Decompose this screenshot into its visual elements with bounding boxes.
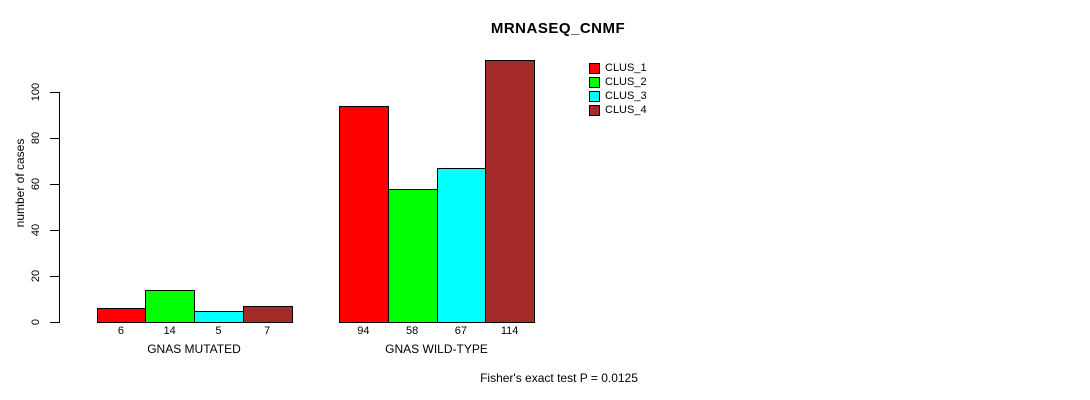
bar-value-label: 5: [215, 325, 222, 337]
legend-label: CLUS_3: [605, 90, 647, 102]
bar-value-label: 94: [357, 325, 370, 337]
y-axis-label: number of cases: [13, 138, 27, 228]
bar-value-label: 6: [117, 325, 124, 337]
y-axis-line: [58, 92, 60, 323]
x-group-label: GNAS WILD-TYPE: [385, 342, 488, 356]
x-group-label: GNAS MUTATED: [147, 342, 241, 356]
bar-value-label: 58: [406, 325, 419, 337]
bar-clus_4-group1: [242, 305, 293, 323]
bar-clus_1-group1: [96, 308, 147, 323]
y-tick-label: 40: [30, 223, 42, 237]
legend-item-clus_1: CLUS_1: [589, 63, 647, 74]
legend: CLUS_1 CLUS_2 CLUS_3 CLUS_4: [589, 63, 647, 119]
legend-label: CLUS_2: [605, 76, 647, 88]
y-tick-mark: [49, 230, 59, 231]
legend-item-clus_2: CLUS_2: [589, 77, 647, 88]
legend-label: CLUS_4: [605, 104, 647, 116]
legend-item-clus_3: CLUS_3: [589, 91, 647, 102]
bar-clus_2-group1: [145, 289, 195, 323]
bar-value-label: 67: [454, 325, 467, 337]
bar-value-label: 114: [500, 325, 519, 337]
chart-title: MRNASEQ_CNMF: [490, 20, 626, 37]
legend-swatch-clus_3: [589, 91, 600, 102]
y-tick-label: 0: [30, 318, 42, 326]
y-tick-mark: [49, 322, 59, 323]
bar-clus_3-group2: [436, 167, 487, 323]
legend-swatch-clus_4: [589, 105, 600, 116]
y-tick-mark: [49, 92, 59, 93]
y-tick-mark: [49, 276, 59, 277]
y-tick-label: 100: [30, 82, 42, 102]
bar-value-label: 7: [264, 325, 271, 337]
bar-clus_2-group2: [387, 188, 438, 323]
legend-item-clus_4: CLUS_4: [589, 105, 647, 116]
bar-clus_1-group2: [339, 105, 389, 323]
legend-swatch-clus_1: [589, 63, 600, 74]
y-tick-mark: [49, 138, 59, 139]
legend-swatch-clus_2: [589, 77, 600, 88]
y-tick-mark: [49, 184, 59, 185]
y-tick-label: 60: [30, 177, 42, 191]
legend-label: CLUS_1: [605, 62, 647, 74]
bar-value-label: 14: [163, 325, 176, 337]
y-tick-label: 20: [30, 269, 42, 283]
bar-clus_3-group1: [194, 310, 244, 323]
bar-clus_4-group2: [485, 59, 535, 323]
y-tick-label: 80: [30, 131, 42, 145]
footer-note: Fisher's exact test P = 0.0125: [480, 371, 638, 385]
